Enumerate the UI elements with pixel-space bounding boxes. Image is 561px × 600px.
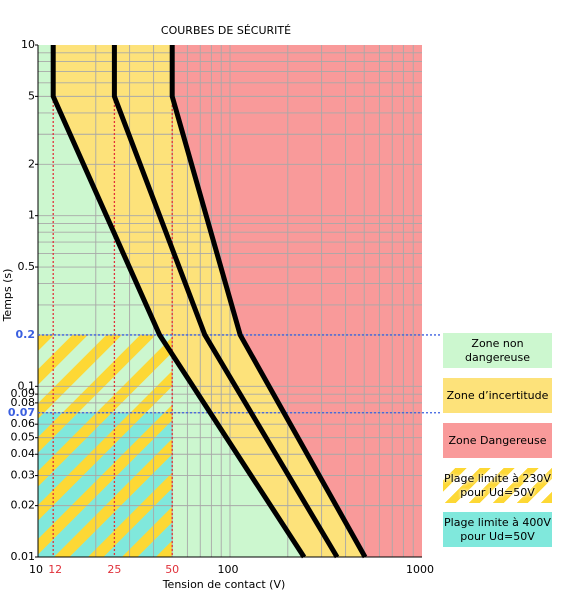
limit-zone-hatch [38,334,173,413]
y-tick-label: 0.03 [11,469,36,482]
y-tick-label: 5 [28,89,35,102]
y-tick-label: 0.08 [11,396,36,409]
safety-curve [169,45,368,559]
legend-item: Plage limite à 230V pour Ud=50V [443,468,552,503]
ref-x-label: 25 [107,563,121,576]
legend-item: Zone Dangereuse [443,423,552,458]
y-tick-label: 0.1 [18,379,36,392]
x-tick-label: 100 [218,563,239,576]
y-tick-label: 0.01 [11,550,36,563]
legend-label: Plage limite à 400V pour Ud=50V [444,515,551,543]
y-tick-label: 0.02 [11,499,36,512]
y-tick-label: 0.09 [11,387,36,400]
y-tick-label: 1 [28,209,35,222]
y-tick-label: 0.06 [11,417,36,430]
legend-label: Zone non dangereuse [465,336,530,364]
ref-x-label: 12 [48,563,62,576]
legend-item: Zone non dangereuse [443,333,552,368]
chart-title: COURBES DE SÉCURITÉ [161,24,291,37]
legend-label: Zone Dangereuse [448,433,547,447]
x-axis-label: Tension de contact (V) [162,578,286,591]
y-tick-label: 2 [28,157,35,170]
ref-x-label: 50 [165,563,179,576]
limit-zone-hatch [38,412,173,557]
legend-label: Plage limite à 230V pour Ud=50V [444,471,551,499]
legend-item: Plage limite à 400V pour Ud=50V [443,512,552,547]
ref-y-label: 0.07 [8,406,35,419]
ref-y-label: 0.2 [16,328,36,341]
y-tick-label: 0.04 [11,447,36,460]
y-tick-label: 0.5 [18,260,36,273]
y-axis-label: Temps (s) [1,269,14,323]
safety-curve [111,45,340,559]
legend-label: Zone d’incertitude [446,388,549,402]
safety-curve [50,45,307,559]
x-tick-label: 1000 [406,563,434,576]
y-tick-label: 0.05 [11,431,36,444]
legend-item: Zone d’incertitude [443,378,552,413]
y-tick-label: 10 [21,38,35,51]
x-tick-label: 10 [29,563,43,576]
